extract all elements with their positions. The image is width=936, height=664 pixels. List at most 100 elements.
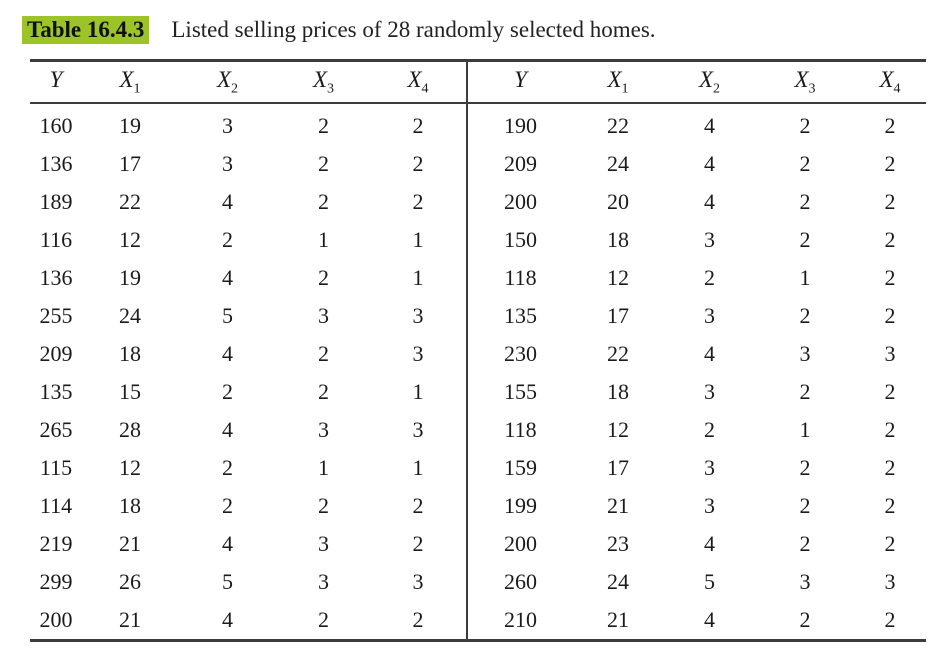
table-cell: 3 <box>412 417 424 442</box>
table-cell: 17 <box>607 455 629 480</box>
table-cell: 5 <box>222 303 233 328</box>
table-cell: 118 <box>466 411 573 449</box>
table-row: 265 28 4 3 3 118 12 2 1 2 <box>30 411 926 449</box>
header-variable-name: X <box>879 66 894 92</box>
table-cell: 4 <box>222 531 233 556</box>
table-row: 160 19 3 2 2 190 22 4 2 2 <box>30 103 926 145</box>
table-cell: 3 <box>318 569 329 594</box>
header-variable-subscript: 3 <box>808 81 816 97</box>
table-cell: 15 <box>119 379 141 404</box>
table-cell: 2 <box>799 303 811 328</box>
header-variable-subscript: 4 <box>421 81 429 97</box>
table-title: Table 16.4.3 Listed selling prices of 28 … <box>22 16 936 44</box>
table-cell: 3 <box>412 303 424 328</box>
table-cell: 1 <box>412 455 424 480</box>
table-cell: 3 <box>318 531 329 556</box>
table-cell: 209 <box>39 341 73 366</box>
table-cell: 199 <box>466 487 573 525</box>
column-header: X3 <box>756 60 854 104</box>
column-header: Y <box>30 60 82 104</box>
table-cell: 209 <box>466 145 573 183</box>
table-cell: 2 <box>222 227 233 252</box>
table-cell: 159 <box>466 449 573 487</box>
table-number-label: Table 16.4.3 <box>22 16 150 44</box>
table-row: 135 15 2 2 1 155 18 3 2 2 <box>30 373 926 411</box>
table-cell: 115 <box>39 455 73 480</box>
table-cell: 2 <box>799 151 811 176</box>
table-cell: 3 <box>222 113 233 138</box>
table-cell: 2 <box>884 151 896 176</box>
table-cell: 20 <box>607 189 629 214</box>
table-cell: 160 <box>39 113 73 138</box>
table-cell: 2 <box>412 151 424 176</box>
table-cell: 2 <box>318 379 329 404</box>
header-variable-name: X <box>216 66 232 92</box>
table-cell: 2 <box>799 455 811 480</box>
table-cell: 135 <box>466 297 573 335</box>
table-cell: 2 <box>412 113 424 138</box>
table-cell: 3 <box>704 379 715 404</box>
table-cell: 24 <box>119 303 141 328</box>
table-cell: 155 <box>466 373 573 411</box>
table-cell: 3 <box>222 151 233 176</box>
table-cell: 2 <box>884 493 896 518</box>
table-cell: 22 <box>607 113 629 138</box>
header-variable-name: X <box>312 66 328 92</box>
table-cell: 12 <box>607 417 629 442</box>
table-cell: 3 <box>412 341 424 366</box>
table-row: 136 17 3 2 2 209 24 4 2 2 <box>30 145 926 183</box>
table-cell: 2 <box>884 607 896 632</box>
header-variable-name: X <box>794 66 809 92</box>
table-cell: 1 <box>412 227 424 252</box>
header-variable-subscript: 1 <box>133 81 141 97</box>
table-cell: 2 <box>222 493 233 518</box>
table-cell: 2 <box>318 151 329 176</box>
table-cell: 4 <box>222 189 233 214</box>
table-cell: 3 <box>799 569 811 594</box>
table-cell: 22 <box>119 189 141 214</box>
table-cell: 210 <box>466 601 573 641</box>
table-cell: 1 <box>799 417 811 442</box>
table-cell: 2 <box>412 493 424 518</box>
table-cell: 2 <box>318 265 329 290</box>
header-variable-name: Y <box>514 66 527 92</box>
table-cell: 265 <box>39 417 73 442</box>
table-cell: 4 <box>704 531 715 556</box>
table-cell: 18 <box>607 227 629 252</box>
table-cell: 1 <box>412 265 424 290</box>
table-cell: 260 <box>466 563 573 601</box>
table-body: 160 19 3 2 2 190 22 4 2 2 136 17 3 2 2 209 24 4 2 2 189 22 4 2 2… <box>30 103 926 641</box>
header-variable-name: Y <box>49 66 63 92</box>
column-header: X2 <box>178 60 277 104</box>
table-cell: 4 <box>704 113 715 138</box>
table-cell: 21 <box>119 607 141 632</box>
table-row: 209 18 4 2 3 230 22 4 3 3 <box>30 335 926 373</box>
column-header: X2 <box>663 60 756 104</box>
table-cell: 3 <box>318 417 329 442</box>
table-cell: 21 <box>607 493 629 518</box>
table-cell: 2 <box>884 113 896 138</box>
table-cell: 1 <box>412 379 424 404</box>
table-cell: 114 <box>39 493 73 518</box>
column-header: X1 <box>82 60 178 104</box>
table-cell: 200 <box>39 607 73 632</box>
table-cell: 4 <box>704 151 715 176</box>
table-cell: 116 <box>39 227 73 252</box>
table-cell: 4 <box>704 189 715 214</box>
table-cell: 3 <box>884 341 896 366</box>
table-cell: 2 <box>799 113 811 138</box>
column-header: X4 <box>370 60 467 104</box>
header-variable-name: X <box>119 66 134 92</box>
table-cell: 2 <box>412 607 424 632</box>
table-cell: 200 <box>466 525 573 563</box>
table-cell: 2 <box>884 189 896 214</box>
header-variable-subscript: 4 <box>893 81 901 97</box>
table-row: 116 12 2 1 1 150 18 3 2 2 <box>30 221 926 259</box>
table-cell: 219 <box>39 531 73 556</box>
table-cell: 12 <box>607 265 629 290</box>
table-row: 255 24 5 3 3 135 17 3 2 2 <box>30 297 926 335</box>
table-cell: 2 <box>704 417 715 442</box>
header-variable-subscript: 3 <box>327 81 335 97</box>
table-cell: 2 <box>884 227 896 252</box>
table-cell: 2 <box>884 303 896 328</box>
